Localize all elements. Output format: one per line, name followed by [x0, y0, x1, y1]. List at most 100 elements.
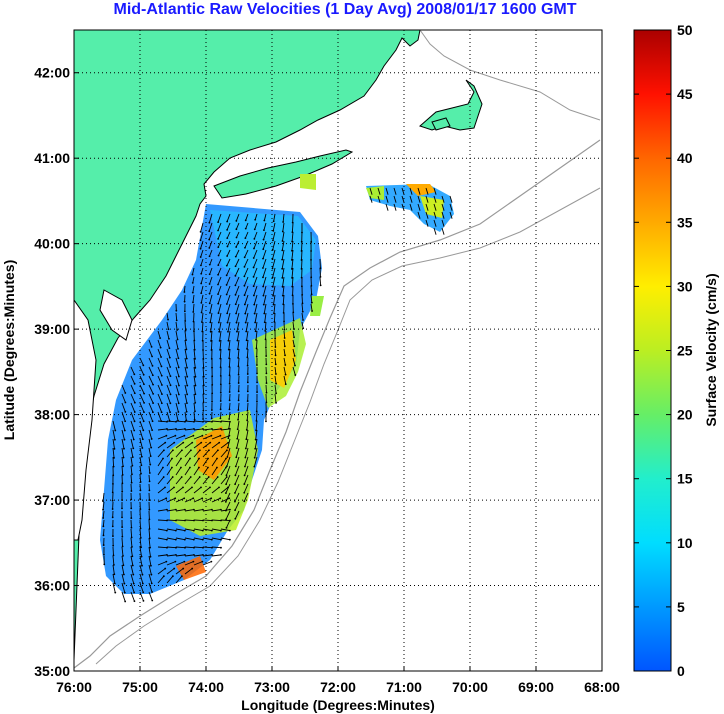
velocity-vector [192, 294, 195, 303]
velocity-vector-head [243, 284, 246, 287]
velocity-vector-head [164, 567, 167, 570]
velocity-vector-head [246, 400, 249, 402]
velocity-vector-head [219, 417, 222, 420]
velocity-vector-head [121, 516, 123, 519]
velocity-vector-head [225, 465, 228, 468]
velocity-vector [184, 420, 195, 423]
velocity-vector-head [272, 220, 275, 223]
velocity-vector-head [191, 291, 194, 294]
velocity-vector-head [180, 457, 182, 460]
velocity-vector-head [199, 256, 202, 258]
velocity-vector-head [253, 303, 256, 306]
velocity-vector-head [165, 538, 168, 541]
velocity-vector-head [252, 285, 255, 288]
velocity-vector-head [200, 272, 203, 275]
velocity-vector [139, 384, 145, 394]
velocity-vector-head [243, 275, 246, 278]
velocity-vector [192, 303, 195, 313]
velocity-vector [166, 537, 176, 541]
velocity-vector-head [174, 434, 177, 437]
velocity-vector-head [311, 310, 313, 312]
velocity-vector-head [210, 529, 213, 532]
velocity-vector-head [217, 221, 220, 224]
velocity-vector-head [225, 303, 228, 305]
velocity-vector [211, 467, 218, 476]
velocity-vector-head [226, 449, 228, 452]
velocity-vectors [102, 187, 453, 603]
velocity-vector [166, 487, 175, 494]
velocity-vector [243, 492, 249, 502]
velocity-vector-head [243, 474, 246, 477]
velocity-vector-head [103, 563, 106, 566]
velocity-vector-head [180, 476, 183, 478]
velocity-vector [264, 321, 267, 331]
velocity-vector [193, 442, 202, 449]
velocity-vector-head [265, 391, 268, 394]
colorbar-tick-label: 0 [677, 663, 685, 679]
velocity-vector [166, 402, 171, 413]
velocity-vector [226, 249, 231, 257]
velocity-vector [220, 435, 230, 440]
velocity-vector-head [273, 312, 275, 315]
velocity-vector-head [132, 447, 135, 450]
velocity-vector-head [173, 486, 175, 489]
velocity-vector-head [169, 393, 172, 396]
velocity-vector [244, 456, 249, 467]
velocity-vector [369, 195, 373, 203]
velocity-vector [217, 276, 222, 285]
velocity-vector [175, 554, 185, 557]
velocity-vector [236, 438, 240, 449]
velocity-vector [236, 312, 240, 323]
velocity-vector-head [225, 492, 227, 494]
velocity-vector-head [167, 318, 169, 321]
velocity-vector-head [133, 600, 136, 603]
x-tick-label: 74:00 [188, 679, 224, 695]
velocity-vector-head [226, 446, 229, 449]
velocity-vector [292, 339, 295, 347]
velocity-vector-head [265, 401, 268, 404]
velocity-vector-head [227, 441, 230, 444]
velocity-vector [226, 267, 231, 276]
velocity-vector [157, 366, 163, 376]
velocity-vector-head [227, 486, 229, 489]
velocity-vector-head [121, 490, 124, 493]
velocity-vector-head [256, 372, 258, 375]
velocity-vector [121, 555, 124, 566]
velocity-vector [202, 393, 204, 403]
velocity-vector [121, 591, 126, 602]
velocity-vector-head [208, 449, 210, 452]
velocity-vector [283, 330, 286, 339]
velocity-vector-head [150, 564, 152, 567]
velocity-vector-head [253, 228, 256, 231]
velocity-vector [211, 449, 219, 458]
velocity-vector [102, 492, 105, 502]
velocity-vector-head [194, 393, 197, 396]
velocity-vector-head [225, 526, 228, 529]
velocity-vector [193, 458, 200, 467]
velocity-vector-head [193, 553, 195, 556]
velocity-vector [253, 249, 258, 259]
velocity-vector-head [244, 227, 247, 230]
velocity-vector [184, 561, 194, 566]
velocity-vector [183, 285, 186, 293]
velocity-vector [139, 546, 142, 557]
velocity-vector-head [200, 264, 202, 267]
velocity-vector [121, 447, 124, 458]
velocity-vector-head [217, 246, 220, 249]
velocity-vector-head [184, 320, 187, 322]
velocity-vector-head [256, 381, 258, 384]
velocity-vector-head [177, 393, 180, 396]
velocity-vector-head [244, 321, 247, 324]
velocity-vector-head [133, 373, 136, 376]
velocity-vector-head [164, 441, 167, 444]
velocity-vector-head [208, 302, 211, 305]
velocity-vector-head [237, 365, 240, 368]
velocity-vector-head [210, 508, 213, 511]
velocity-vector-head [152, 411, 154, 414]
velocity-vector [292, 366, 296, 376]
velocity-vector-head [139, 508, 142, 510]
velocity-vector-head [190, 449, 192, 452]
velocity-vector [246, 348, 249, 358]
velocity-vector-head [234, 517, 237, 520]
velocity-vector-head [246, 373, 249, 375]
